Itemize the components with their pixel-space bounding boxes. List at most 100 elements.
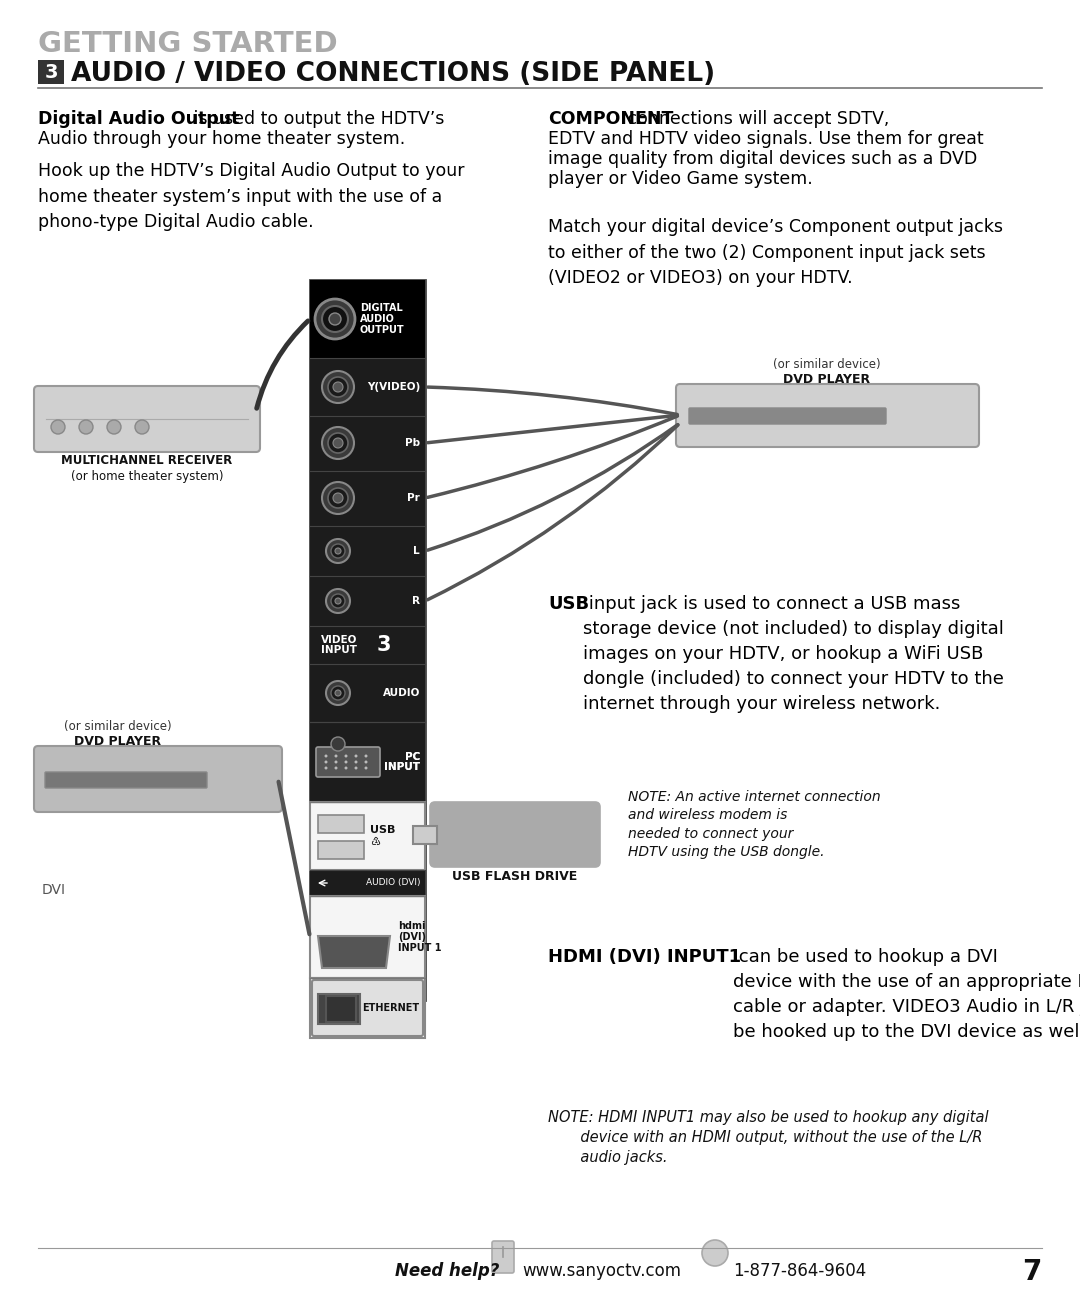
FancyBboxPatch shape <box>689 408 886 423</box>
Circle shape <box>335 690 341 696</box>
Circle shape <box>328 378 348 397</box>
FancyBboxPatch shape <box>310 281 426 1000</box>
Circle shape <box>354 767 357 770</box>
Circle shape <box>326 589 350 614</box>
Text: Pb: Pb <box>405 438 420 448</box>
Text: L: L <box>414 545 420 556</box>
Circle shape <box>335 760 337 763</box>
FancyBboxPatch shape <box>492 1242 514 1273</box>
Text: PC
INPUT: PC INPUT <box>384 751 420 772</box>
FancyBboxPatch shape <box>310 526 426 576</box>
Circle shape <box>322 482 354 514</box>
FancyBboxPatch shape <box>676 384 978 447</box>
Text: USB: USB <box>548 595 589 614</box>
Circle shape <box>328 433 348 454</box>
Text: AUDIO (DVI): AUDIO (DVI) <box>365 878 420 888</box>
FancyBboxPatch shape <box>310 722 426 802</box>
FancyBboxPatch shape <box>45 772 207 788</box>
Text: COMPONENT: COMPONENT <box>548 110 673 128</box>
Circle shape <box>326 539 350 562</box>
FancyBboxPatch shape <box>310 802 426 871</box>
FancyBboxPatch shape <box>310 416 426 471</box>
FancyBboxPatch shape <box>310 895 426 978</box>
Text: R: R <box>411 597 420 606</box>
Circle shape <box>345 755 348 758</box>
Text: AUDIO: AUDIO <box>382 688 420 697</box>
Text: Match your digital device’s Component output jacks
to either of the two (2) Comp: Match your digital device’s Component ou… <box>548 218 1003 287</box>
Text: is used to output the HDTV’s: is used to output the HDTV’s <box>188 110 444 128</box>
Circle shape <box>702 1240 728 1266</box>
Text: 3: 3 <box>44 63 57 81</box>
Text: (or home theater system): (or home theater system) <box>71 471 224 482</box>
Circle shape <box>322 305 348 332</box>
FancyBboxPatch shape <box>318 815 364 832</box>
Circle shape <box>328 488 348 507</box>
FancyBboxPatch shape <box>310 625 426 663</box>
Circle shape <box>354 755 357 758</box>
Circle shape <box>322 371 354 402</box>
Circle shape <box>324 760 327 763</box>
Text: player or Video Game system.: player or Video Game system. <box>548 170 813 187</box>
Text: DVD PLAYER: DVD PLAYER <box>783 374 870 385</box>
FancyBboxPatch shape <box>430 802 600 867</box>
Circle shape <box>322 427 354 459</box>
Circle shape <box>324 767 327 770</box>
Text: input jack is used to connect a USB mass
storage device (not included) to displa: input jack is used to connect a USB mass… <box>583 595 1004 713</box>
Circle shape <box>330 686 345 700</box>
Circle shape <box>354 760 357 763</box>
Circle shape <box>333 493 343 503</box>
Text: Digital Audio Output: Digital Audio Output <box>38 110 240 128</box>
FancyBboxPatch shape <box>326 996 356 1023</box>
Text: Hook up the HDTV’s Digital Audio Output to your
home theater system’s input with: Hook up the HDTV’s Digital Audio Output … <box>38 163 464 232</box>
Text: connections will accept SDTV,: connections will accept SDTV, <box>622 110 889 128</box>
Text: USB
♳: USB ♳ <box>370 825 395 847</box>
Text: 3: 3 <box>377 635 391 656</box>
Text: GETTING STARTED: GETTING STARTED <box>38 30 338 58</box>
FancyBboxPatch shape <box>310 663 426 722</box>
Circle shape <box>335 755 337 758</box>
Text: Need help?: Need help? <box>395 1262 499 1280</box>
Text: can be used to hookup a DVI
device with the use of an appropriate DVI to HDMI
ca: can be used to hookup a DVI device with … <box>733 948 1080 1041</box>
FancyBboxPatch shape <box>310 471 426 526</box>
Text: NOTE: HDMI INPUT1 may also be used to hookup any digital
       device with an H: NOTE: HDMI INPUT1 may also be used to ho… <box>548 1110 988 1164</box>
Circle shape <box>329 313 341 325</box>
Text: Audio through your home theater system.: Audio through your home theater system. <box>38 130 405 148</box>
Circle shape <box>335 767 337 770</box>
FancyBboxPatch shape <box>310 871 426 895</box>
Text: NOTE: An active internet connection
and wireless modem is
needed to connect your: NOTE: An active internet connection and … <box>627 791 880 859</box>
FancyBboxPatch shape <box>33 746 282 812</box>
Text: hdmi: hdmi <box>335 945 369 958</box>
FancyBboxPatch shape <box>310 358 426 416</box>
Circle shape <box>365 755 367 758</box>
Circle shape <box>324 755 327 758</box>
FancyBboxPatch shape <box>310 281 426 358</box>
Circle shape <box>333 382 343 392</box>
FancyBboxPatch shape <box>318 840 364 859</box>
Circle shape <box>330 737 345 751</box>
Text: hdmi
(DVI)
INPUT 1: hdmi (DVI) INPUT 1 <box>399 922 442 953</box>
Text: (or similar device): (or similar device) <box>773 358 881 371</box>
Circle shape <box>51 420 65 434</box>
FancyBboxPatch shape <box>310 576 426 625</box>
Text: MULTICHANNEL RECEIVER: MULTICHANNEL RECEIVER <box>62 454 232 467</box>
Text: (or similar device): (or similar device) <box>64 720 172 733</box>
FancyBboxPatch shape <box>312 981 423 1036</box>
FancyBboxPatch shape <box>318 994 360 1024</box>
Circle shape <box>335 548 341 555</box>
FancyBboxPatch shape <box>316 747 380 777</box>
FancyBboxPatch shape <box>413 826 437 844</box>
Circle shape <box>345 760 348 763</box>
Text: 7: 7 <box>1023 1259 1042 1286</box>
FancyBboxPatch shape <box>310 978 426 1038</box>
Circle shape <box>365 760 367 763</box>
Text: Y(VIDEO): Y(VIDEO) <box>367 382 420 392</box>
FancyBboxPatch shape <box>33 385 260 452</box>
Circle shape <box>135 420 149 434</box>
Circle shape <box>315 299 355 340</box>
Circle shape <box>79 420 93 434</box>
Text: HDMI (DVI) INPUT1: HDMI (DVI) INPUT1 <box>548 948 741 966</box>
Text: www.sanyoctv.com: www.sanyoctv.com <box>522 1262 681 1280</box>
Text: DIGITAL
AUDIO
OUTPUT: DIGITAL AUDIO OUTPUT <box>360 303 405 336</box>
Text: Pr: Pr <box>407 493 420 503</box>
Text: VIDEO
INPUT: VIDEO INPUT <box>321 635 357 656</box>
